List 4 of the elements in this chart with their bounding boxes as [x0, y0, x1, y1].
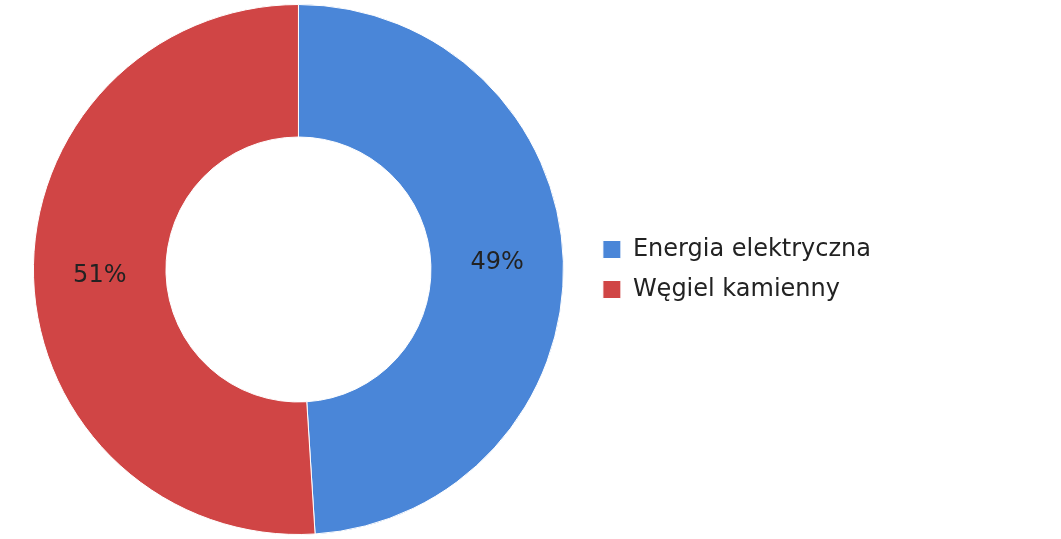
data-label: 51% — [73, 259, 127, 288]
data-label: 49% — [470, 247, 524, 276]
legend-label: Węgiel kamienny — [632, 273, 840, 302]
legend-label: Energia elektryczna — [632, 233, 872, 262]
